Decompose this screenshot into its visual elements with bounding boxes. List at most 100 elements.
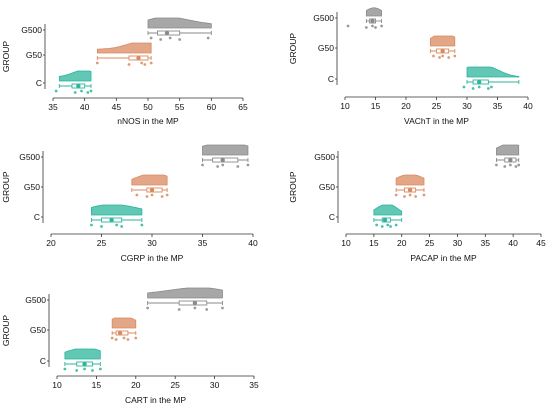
series-g50: G50 [24, 174, 169, 198]
data-point [83, 367, 86, 371]
x-tick-label: 35 [48, 102, 58, 112]
x-tick-label: 50 [143, 102, 153, 112]
category-label: G500 [314, 152, 335, 162]
category-label: G50 [319, 182, 335, 192]
density-cloud [91, 204, 143, 216]
category-label: C [328, 74, 334, 84]
data-point [486, 87, 490, 90]
data-point [508, 163, 512, 167]
data-point [86, 91, 90, 94]
data-point [146, 306, 150, 310]
data-point [371, 24, 374, 28]
series-c: C [36, 70, 93, 94]
box [146, 187, 163, 193]
data-point [462, 85, 466, 89]
series-g50: G50 [30, 317, 138, 341]
density-cloud [466, 66, 520, 78]
x-tick-label: 35 [198, 238, 208, 248]
data-point [75, 369, 79, 372]
chart-nnos: 35 40 45 50 55 60 65 nNOS in the MP GROUP G500 G50… [1, 17, 248, 126]
data-point [236, 165, 240, 168]
x-tick-label: 45 [536, 238, 546, 248]
y-axis-title: GROUP [288, 171, 298, 203]
data-point [380, 225, 384, 228]
x-tick-label: 35 [493, 101, 503, 111]
data-point [149, 36, 153, 40]
x-tick-label: 45 [112, 102, 122, 112]
data-point [453, 54, 457, 58]
x-axis-title: PACAP in the MP [410, 253, 477, 263]
density-cloud [111, 317, 137, 329]
x-tick-label: 25 [170, 380, 180, 390]
data-point [90, 223, 93, 227]
data-point [73, 91, 77, 94]
data-point [160, 195, 164, 198]
data-point [110, 336, 114, 340]
data-point [408, 193, 412, 197]
data-point [178, 38, 182, 41]
x-tick-label: 10 [340, 101, 350, 111]
x-tick-label: 30 [453, 238, 463, 248]
x-tick-label: 20 [401, 101, 411, 111]
mean-point [508, 157, 513, 163]
x-axis-title: VAChT in the MP [404, 116, 469, 126]
category-label: G500 [21, 25, 42, 35]
x-tick-label: 25 [432, 101, 442, 111]
data-point [477, 85, 481, 89]
x-tick-label: 20 [397, 238, 407, 248]
data-point [98, 367, 102, 371]
density-cloud [430, 35, 456, 47]
density-cloud [147, 17, 212, 29]
data-point [438, 56, 441, 59]
series-c: C [328, 66, 520, 90]
category-label: C [36, 78, 42, 88]
y-axis-title: GROUP [1, 171, 11, 203]
x-axis-title: CGRP in the MP [121, 253, 184, 263]
data-point [168, 36, 172, 40]
x-tick-label: 40 [508, 238, 518, 248]
density-cloud [365, 7, 382, 17]
y-axis-title: GROUP [1, 41, 11, 73]
chart-pacap: 10 15 20 25 30 35 40 45 PACAP in the MP GROUP G500… [288, 144, 546, 263]
data-point [216, 165, 220, 168]
data-point [193, 306, 197, 310]
mean-point [164, 30, 170, 36]
mean-point [440, 48, 445, 54]
data-point [380, 24, 383, 28]
mean-point [407, 187, 413, 193]
data-point [246, 163, 250, 167]
mean-point [76, 83, 81, 89]
series-g50: G50 [26, 42, 153, 66]
data-point [135, 193, 139, 197]
series-g500: G500 [25, 287, 224, 311]
series-g500: G500 [19, 144, 250, 168]
series-c: C [34, 204, 144, 228]
data-point [145, 195, 149, 198]
data-point [54, 89, 58, 93]
category-label: G500 [313, 13, 334, 23]
data-point [374, 26, 377, 29]
category-label: G500 [25, 295, 46, 305]
data-point [140, 61, 144, 65]
mean-point [477, 79, 482, 85]
x-tick-label: 60 [207, 102, 217, 112]
x-tick-label: 10 [52, 380, 62, 390]
data-point [495, 163, 498, 167]
data-point [126, 338, 130, 341]
chart-cart: 10 15 20 25 30 35 CART in the MP GROUP G500 G50 C [1, 287, 259, 405]
category-label: C [40, 356, 46, 366]
data-point [177, 308, 181, 311]
data-point [517, 163, 521, 167]
data-point [143, 63, 147, 66]
mean-point [136, 55, 141, 61]
density-cloud [96, 42, 152, 54]
series-g500: G500 [314, 144, 521, 168]
x-tick-label: 35 [481, 238, 491, 248]
x-tick-label: 10 [341, 238, 351, 248]
data-point [503, 165, 507, 168]
data-point [127, 63, 131, 66]
density-cloud [202, 144, 249, 156]
x-tick-label: 40 [80, 102, 90, 112]
series-g50: G50 [318, 35, 457, 59]
data-point [80, 89, 83, 93]
